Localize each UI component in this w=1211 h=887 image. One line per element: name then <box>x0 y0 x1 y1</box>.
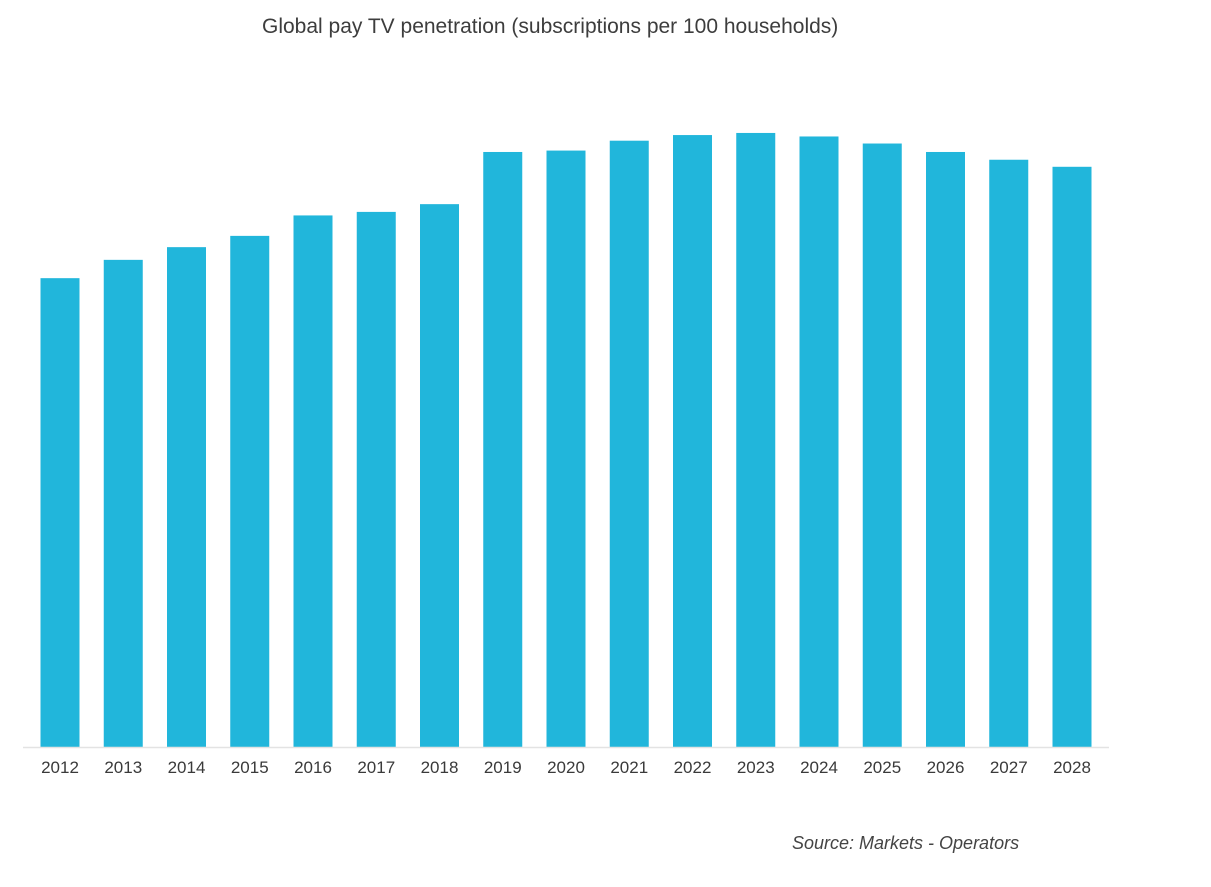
x-tick-label: 2014 <box>168 758 206 777</box>
x-tick-label: 2027 <box>990 758 1028 777</box>
x-tick-label: 2023 <box>737 758 775 777</box>
bar-2020 <box>546 150 586 747</box>
x-tick-label: 2015 <box>231 758 269 777</box>
bar-2017 <box>356 211 396 747</box>
x-tick-label: 2026 <box>927 758 965 777</box>
bar-2012 <box>40 278 80 747</box>
x-tick-label: 2025 <box>863 758 901 777</box>
x-tick-label: 2019 <box>484 758 522 777</box>
x-tick-label: 2021 <box>610 758 648 777</box>
bar-2027 <box>989 159 1029 748</box>
x-tick-label: 2013 <box>104 758 142 777</box>
bar-2028 <box>1052 166 1092 748</box>
bar-2018 <box>420 204 459 747</box>
bar-2014 <box>167 247 206 747</box>
x-tick-label: 2024 <box>800 758 838 777</box>
x-tick-label: 2012 <box>41 758 79 777</box>
x-tick-label: 2022 <box>674 758 712 777</box>
bar-2025 <box>862 143 902 747</box>
bar-2021 <box>609 140 649 747</box>
bar-2022 <box>673 135 712 747</box>
x-tick-label: 2018 <box>421 758 459 777</box>
bar-2024 <box>799 136 839 748</box>
x-tick-label: 2020 <box>547 758 585 777</box>
bar-2013 <box>103 259 143 747</box>
bar-2019 <box>483 151 523 748</box>
bar-2023 <box>736 132 776 747</box>
x-tick-label: 2016 <box>294 758 332 777</box>
bar-2015 <box>230 235 270 748</box>
chart-title: Global pay TV penetration (subscriptions… <box>262 15 839 38</box>
source-note: Source: Markets - Operators <box>792 833 1020 853</box>
x-tick-label: 2017 <box>357 758 395 777</box>
bar-2016 <box>293 215 333 747</box>
bar-2026 <box>926 151 965 748</box>
x-tick-label: 2028 <box>1053 758 1091 777</box>
